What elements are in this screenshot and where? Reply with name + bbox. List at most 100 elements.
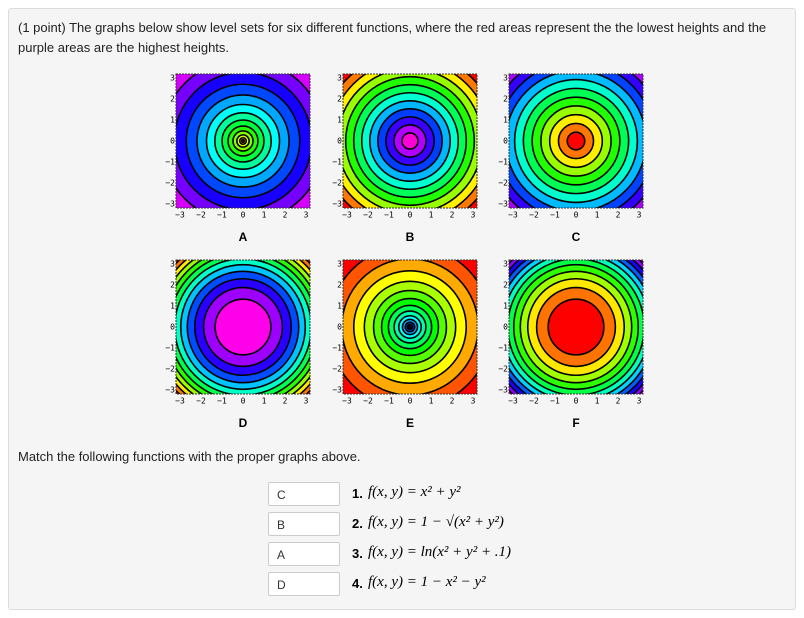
x-tick-label: −3 (508, 211, 518, 220)
y-tick-label: −2 (332, 179, 342, 188)
plot-area (508, 73, 644, 209)
answer-box[interactable]: C (268, 482, 340, 506)
y-tick-label: 1 (170, 302, 175, 311)
instruction: Match the following functions with the p… (18, 449, 361, 464)
y-tick-label: 0 (170, 323, 175, 332)
x-tick-label: 1 (429, 397, 434, 406)
y-tick-label: 3 (337, 74, 342, 83)
y-tick-label: −3 (332, 386, 342, 395)
y-tick-label: 3 (503, 74, 508, 83)
x-tick-label: 1 (595, 211, 600, 220)
y-tick-label: 1 (503, 116, 508, 125)
y-tick-label: −1 (165, 344, 175, 353)
y-tick-label: 0 (337, 323, 342, 332)
graph-label: F (572, 416, 580, 430)
answer-box[interactable]: A (268, 542, 340, 566)
graph-label: B (405, 230, 415, 244)
answer-box[interactable]: B (268, 512, 340, 536)
x-tick-label: 3 (637, 211, 642, 220)
plot-area (508, 259, 644, 395)
y-tick-label: 2 (337, 95, 342, 104)
y-tick-label: −3 (498, 200, 508, 209)
x-tick-label: 2 (450, 211, 455, 220)
rings (176, 260, 310, 394)
formula: f(x, y) = ln(x² + y² + .1) (368, 544, 512, 560)
plot-area (342, 259, 478, 395)
contour-plot: −3−3 −2 −2 −1 −1 0 0 1 1 2 2 3 3 (165, 259, 311, 406)
answer-box[interactable]: D (268, 572, 340, 596)
y-tick-label: −1 (498, 344, 508, 353)
rings (509, 74, 643, 208)
graph-label: A (238, 230, 248, 244)
frame (175, 73, 311, 209)
x-tick-label: 1 (262, 211, 267, 220)
contour-plot: −3−3 −2 −2 −1 −1 0 0 1 1 2 2 3 3 (332, 259, 478, 406)
y-tick-label: −2 (165, 365, 175, 374)
x-tick-label: 0 (408, 397, 413, 406)
graph-label: E (405, 416, 414, 430)
plot-area (175, 73, 311, 209)
y-tick-label: −1 (498, 158, 508, 167)
x-tick-label: −3 (175, 397, 185, 406)
y-tick-label: −2 (498, 179, 508, 188)
x-tick-label: −2 (363, 211, 373, 220)
formula: f(x, y) = 1 − x² − y² (368, 574, 486, 590)
y-tick-label: −3 (165, 386, 175, 395)
x-tick-label: −3 (342, 211, 352, 220)
y-tick-label: 2 (503, 281, 508, 290)
y-tick-label: −1 (332, 158, 342, 167)
prompt: (1 point) The graphs below show level se… (18, 20, 767, 55)
y-tick-label: 0 (170, 137, 175, 146)
x-tick-label: 3 (471, 211, 476, 220)
x-tick-label: −1 (217, 397, 227, 406)
y-tick-label: 3 (503, 260, 508, 269)
x-tick-label: 2 (283, 211, 288, 220)
item-number: 4. (352, 576, 363, 591)
level-set (401, 132, 419, 150)
y-tick-label: 1 (170, 116, 175, 125)
rings (343, 74, 477, 208)
item-number: 1. (352, 486, 363, 501)
y-tick-label: −3 (165, 200, 175, 209)
contour-plot: −3−3 −2 −2 −1 −1 0 0 1 1 2 2 3 3 (332, 73, 478, 220)
x-tick-label: −3 (508, 397, 518, 406)
x-tick-label: 3 (637, 397, 642, 406)
y-tick-label: 0 (503, 323, 508, 332)
y-tick-label: 3 (170, 260, 175, 269)
rings (509, 260, 643, 394)
level-set (547, 298, 605, 356)
y-tick-label: −1 (165, 158, 175, 167)
x-tick-label: −2 (529, 211, 539, 220)
frame (342, 73, 478, 209)
x-tick-label: 3 (471, 397, 476, 406)
frame (175, 259, 311, 395)
item-number: 3. (352, 546, 363, 561)
x-tick-label: 0 (241, 397, 246, 406)
x-tick-label: 2 (616, 397, 621, 406)
x-tick-label: −1 (384, 397, 394, 406)
x-tick-label: 1 (262, 397, 267, 406)
contour-plot: −3−3 −2 −2 −1 −1 0 0 1 1 2 2 3 3 (498, 73, 644, 220)
x-tick-label: −1 (550, 397, 560, 406)
plot-area (175, 259, 311, 395)
frame (508, 73, 644, 209)
x-tick-label: −3 (175, 211, 185, 220)
x-tick-label: 0 (574, 397, 579, 406)
x-tick-label: 1 (429, 211, 434, 220)
y-tick-label: −2 (498, 365, 508, 374)
y-tick-label: 3 (337, 260, 342, 269)
x-tick-label: −1 (384, 211, 394, 220)
x-tick-label: 1 (595, 397, 600, 406)
x-tick-label: 0 (241, 211, 246, 220)
y-tick-label: 1 (503, 302, 508, 311)
x-tick-label: −2 (196, 211, 206, 220)
graph-label: C (571, 230, 581, 244)
formula: f(x, y) = 1 − √(x² + y²) (368, 514, 504, 530)
plot-area (342, 73, 478, 209)
y-tick-label: −2 (165, 179, 175, 188)
x-tick-label: 2 (450, 397, 455, 406)
contour-plot: −3−3 −2 −2 −1 −1 0 0 1 1 2 2 3 3 (165, 73, 311, 220)
contour-plot: −3−3 −2 −2 −1 −1 0 0 1 1 2 2 3 3 (498, 259, 644, 406)
y-tick-label: 2 (170, 95, 175, 104)
